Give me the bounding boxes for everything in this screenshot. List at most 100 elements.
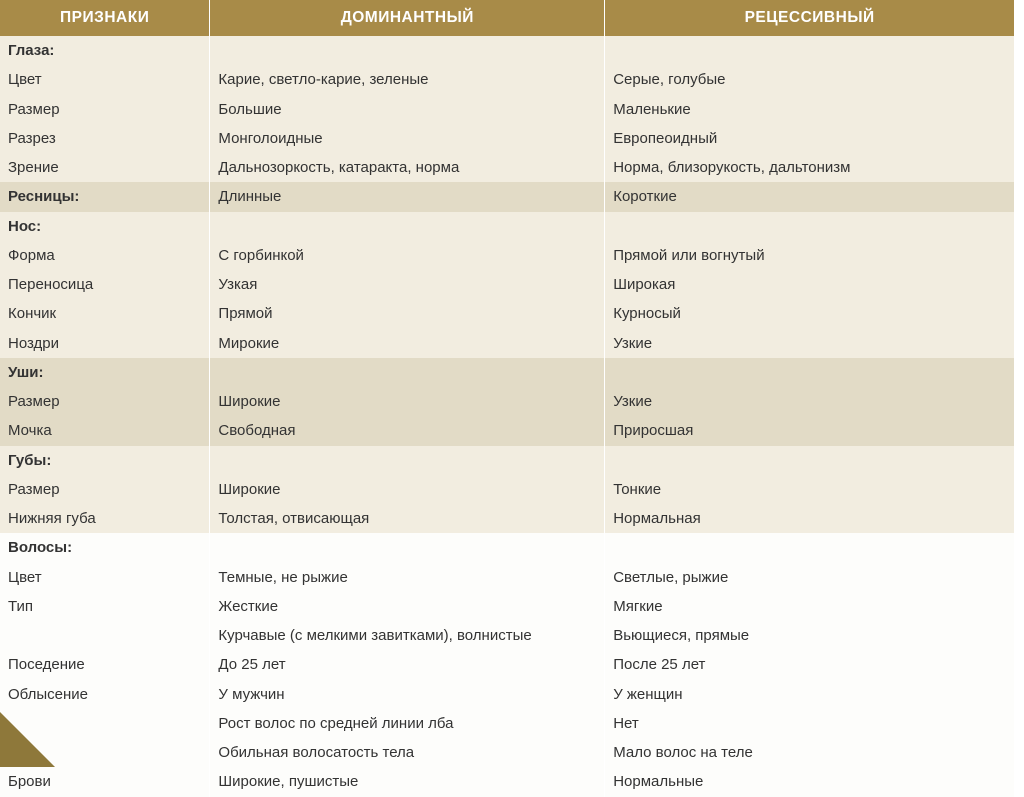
cell-dominant: Большие	[210, 95, 605, 124]
cell-recessive: Короткие	[605, 182, 1015, 211]
cell-trait: Ресницы:	[0, 182, 210, 211]
table-row: ПереносицаУзкаяШирокая	[0, 270, 1015, 299]
cell-dominant: У мужчин	[210, 680, 605, 709]
cell-recessive: Тонкие	[605, 475, 1015, 504]
cell-recessive: Нормальная	[605, 504, 1015, 533]
table-row: РазрезМонголоидныеЕвропеоидный	[0, 124, 1015, 153]
cell-dominant: Прямой	[210, 299, 605, 328]
cell-trait: Зрение	[0, 153, 210, 182]
cell-trait: Размер	[0, 475, 210, 504]
table-row: КончикПрямойКурносый	[0, 299, 1015, 328]
table-row: ЦветКарие, светло-карие, зеленыеСерые, г…	[0, 65, 1015, 94]
table-row: Курчавые (с мелкими завитками), волнисты…	[0, 621, 1015, 650]
cell-trait: Разрез	[0, 124, 210, 153]
corner-decoration	[0, 712, 55, 767]
cell-recessive: Широкая	[605, 270, 1015, 299]
cell-dominant	[210, 533, 605, 562]
cell-dominant: Темные, не рыжие	[210, 563, 605, 592]
header-traits: ПРИЗНАКИ	[0, 0, 210, 36]
cell-trait: Поседение	[0, 650, 210, 679]
table-row: БровиШирокие, пушистыеНормальные	[0, 767, 1015, 796]
table-row: Волосы:	[0, 533, 1015, 562]
table-header-row: ПРИЗНАКИ ДОМИНАНТНЫЙ РЕЦЕССИВНЫЙ	[0, 0, 1015, 36]
cell-trait: Форма	[0, 241, 210, 270]
cell-recessive	[605, 358, 1015, 387]
cell-recessive: Серые, голубые	[605, 65, 1015, 94]
cell-recessive: Нормальные	[605, 767, 1015, 796]
header-recessive: РЕЦЕССИВНЫЙ	[605, 0, 1015, 36]
cell-dominant: Монголоидные	[210, 124, 605, 153]
cell-trait: Нос:	[0, 212, 210, 241]
cell-trait: Цвет	[0, 65, 210, 94]
cell-trait	[0, 621, 210, 650]
table-row: НоздриМирокиеУзкие	[0, 329, 1015, 358]
table-row: ФормаС горбинкойПрямой или вогнутый	[0, 241, 1015, 270]
table-row: Губы:	[0, 446, 1015, 475]
cell-recessive: Нет	[605, 709, 1015, 738]
cell-dominant	[210, 212, 605, 241]
cell-dominant: До 25 лет	[210, 650, 605, 679]
cell-dominant: Курчавые (с мелкими завитками), волнисты…	[210, 621, 605, 650]
cell-recessive: Маленькие	[605, 95, 1015, 124]
cell-trait: Размер	[0, 95, 210, 124]
cell-trait: Ноздри	[0, 329, 210, 358]
traits-table: ПРИЗНАКИ ДОМИНАНТНЫЙ РЕЦЕССИВНЫЙ Глаза:Ц…	[0, 0, 1015, 797]
table-row: ЦветТемные, не рыжиеСветлые, рыжие	[0, 563, 1015, 592]
cell-trait: Губы:	[0, 446, 210, 475]
cell-recessive: Вьющиеся, прямые	[605, 621, 1015, 650]
cell-recessive: Мягкие	[605, 592, 1015, 621]
cell-dominant: Широкие, пушистые	[210, 767, 605, 796]
table-row: Глаза:	[0, 36, 1015, 65]
cell-recessive	[605, 446, 1015, 475]
cell-recessive: Мало волос на теле	[605, 738, 1015, 767]
cell-dominant: Широкие	[210, 475, 605, 504]
table-row: ЗрениеДальнозоркость, катаракта, нормаНо…	[0, 153, 1015, 182]
cell-trait: Уши:	[0, 358, 210, 387]
cell-trait: Тип	[0, 592, 210, 621]
cell-recessive: Приросшая	[605, 416, 1015, 445]
cell-trait: Облысение	[0, 680, 210, 709]
cell-trait: Волосы:	[0, 533, 210, 562]
table-row: Нос:	[0, 212, 1015, 241]
cell-recessive: Узкие	[605, 329, 1015, 358]
cell-trait: Цвет	[0, 563, 210, 592]
cell-recessive	[605, 36, 1015, 65]
cell-dominant: Толстая, отвисающая	[210, 504, 605, 533]
cell-dominant: С горбинкой	[210, 241, 605, 270]
cell-trait: Размер	[0, 387, 210, 416]
table-row: ОблысениеУ мужчинУ женщин	[0, 680, 1015, 709]
cell-trait: Брови	[0, 767, 210, 796]
cell-trait: Переносица	[0, 270, 210, 299]
table-row: Рост волос по средней линии лбаНет	[0, 709, 1015, 738]
cell-dominant: Узкая	[210, 270, 605, 299]
cell-dominant: Карие, светло-карие, зеленые	[210, 65, 605, 94]
cell-recessive: Узкие	[605, 387, 1015, 416]
cell-dominant: Длинные	[210, 182, 605, 211]
cell-trait: Нижняя губа	[0, 504, 210, 533]
cell-recessive: Курносый	[605, 299, 1015, 328]
cell-dominant: Рост волос по средней линии лба	[210, 709, 605, 738]
table-row: РазмерШирокиеУзкие	[0, 387, 1015, 416]
cell-dominant	[210, 446, 605, 475]
table-row: Нижняя губаТолстая, отвисающаяНормальная	[0, 504, 1015, 533]
table-row: МочкаСвободнаяПриросшая	[0, 416, 1015, 445]
cell-trait: Кончик	[0, 299, 210, 328]
cell-recessive: У женщин	[605, 680, 1015, 709]
cell-dominant: Дальнозоркость, катаракта, норма	[210, 153, 605, 182]
cell-dominant: Широкие	[210, 387, 605, 416]
cell-dominant	[210, 358, 605, 387]
cell-trait: Глаза:	[0, 36, 210, 65]
cell-dominant: Жесткие	[210, 592, 605, 621]
header-dominant: ДОМИНАНТНЫЙ	[210, 0, 605, 36]
cell-recessive: Светлые, рыжие	[605, 563, 1015, 592]
table-row: ТипЖесткиеМягкие	[0, 592, 1015, 621]
table-row: ПоседениеДо 25 летПосле 25 лет	[0, 650, 1015, 679]
cell-dominant: Мирокие	[210, 329, 605, 358]
cell-dominant: Обильная волосатость тела	[210, 738, 605, 767]
cell-recessive	[605, 212, 1015, 241]
cell-recessive: Европеоидный	[605, 124, 1015, 153]
cell-recessive	[605, 533, 1015, 562]
cell-recessive: Прямой или вогнутый	[605, 241, 1015, 270]
cell-dominant	[210, 36, 605, 65]
table-row: Ресницы:ДлинныеКороткие	[0, 182, 1015, 211]
